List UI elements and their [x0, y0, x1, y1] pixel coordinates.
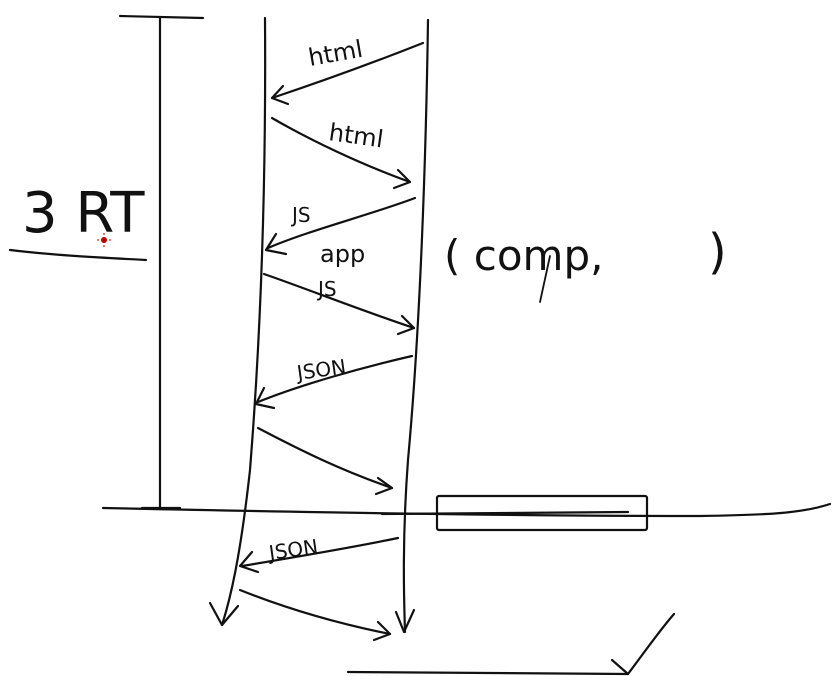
arrow-js-request	[262, 272, 416, 330]
bottom-line	[346, 670, 630, 676]
arrow-html-response	[270, 41, 425, 100]
arrow-js-response-head	[264, 232, 288, 256]
comp-close-paren: )	[708, 224, 727, 280]
arrow-json-response-head	[254, 386, 276, 410]
rtt-underline	[8, 248, 148, 262]
html-request-label: html	[327, 118, 385, 153]
js-response-label: JS	[290, 203, 311, 227]
arrow-request-3	[238, 588, 392, 636]
rtt-label: 3 RT	[22, 181, 145, 246]
server-timeline-arrowhead	[394, 608, 416, 634]
highlight-stroke	[380, 510, 630, 516]
json-response-2-label: JSON	[265, 534, 319, 565]
client-timeline	[220, 16, 267, 627]
arrow-json-response-2	[240, 536, 400, 568]
client-timeline-arrowhead	[208, 601, 240, 627]
arrow-js-request-head	[396, 314, 416, 336]
arrow-html-request	[270, 116, 412, 184]
check-mark	[610, 612, 676, 676]
arrow-html-response-head	[270, 84, 290, 106]
arrow-request-2	[256, 426, 394, 490]
cutoff-line	[101, 502, 832, 518]
arrow-json-response	[256, 354, 414, 404]
arrow-request-3-head	[372, 620, 392, 642]
arrow-js-response	[266, 196, 417, 250]
comp-label: ( comp,	[444, 231, 603, 280]
app-label: app	[320, 240, 365, 268]
comp-descender	[539, 255, 551, 303]
server-timeline	[402, 18, 430, 634]
arrow-request-2-head	[374, 476, 394, 496]
rtt-bracket-top	[118, 14, 205, 20]
json-response-label: JSON	[293, 354, 347, 385]
arrow-html-request-head	[392, 168, 412, 190]
cursor-marker-icon	[97, 233, 111, 247]
js-request-label: JS	[316, 277, 337, 301]
html-response-label: html	[306, 35, 365, 72]
arrow-json-response-2-head	[238, 550, 260, 574]
